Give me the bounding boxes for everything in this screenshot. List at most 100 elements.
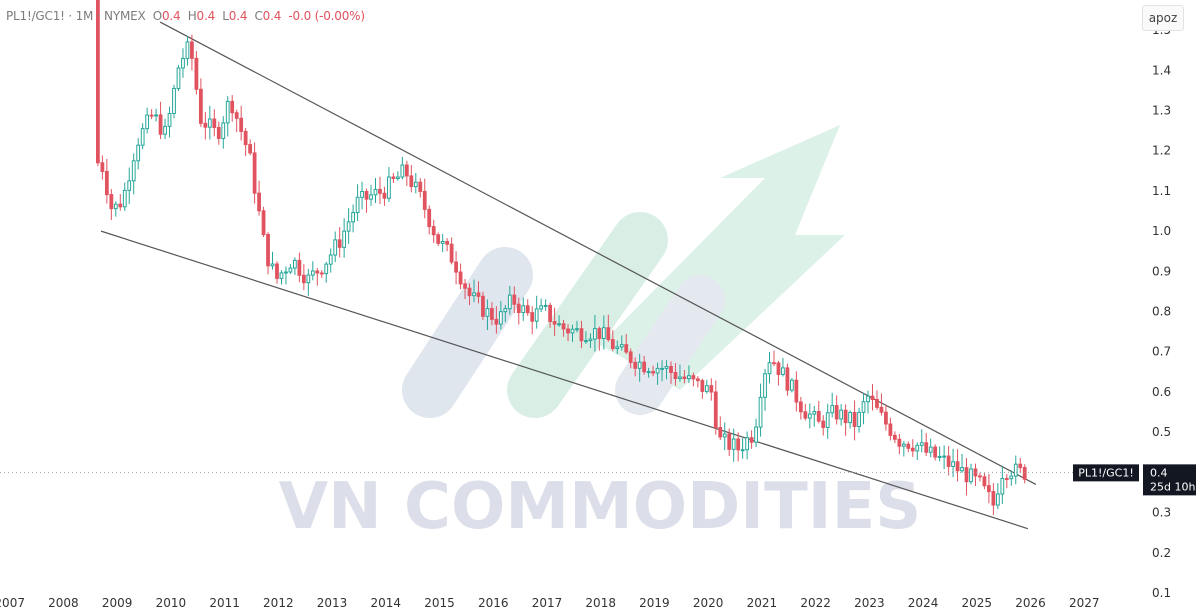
candle[interactable] [516,297,521,325]
candle[interactable] [901,440,906,457]
candle[interactable] [539,298,544,313]
candle[interactable] [355,184,360,222]
candle[interactable] [172,84,176,119]
candle[interactable] [722,422,727,451]
candle[interactable] [194,51,199,95]
candle[interactable] [422,178,427,219]
candle[interactable] [987,473,991,504]
candle[interactable] [225,96,230,137]
candle[interactable] [342,218,347,258]
candle[interactable] [861,392,866,425]
candle[interactable] [816,401,821,424]
candle[interactable] [637,353,642,382]
candle[interactable] [507,285,512,315]
candle[interactable] [776,360,781,386]
candle[interactable] [521,297,526,321]
symbol-label[interactable]: PL1!/GC1! [6,9,65,23]
candle[interactable] [257,180,261,216]
candle[interactable] [575,320,579,333]
candle[interactable] [328,248,333,273]
candle[interactable] [1018,457,1023,474]
candle[interactable] [481,291,485,320]
candle[interactable] [884,404,888,431]
candle[interactable] [875,390,879,410]
candle[interactable] [324,261,329,283]
candle[interactable] [284,266,288,285]
candle[interactable] [248,139,253,156]
candle[interactable] [373,177,378,203]
candle[interactable] [713,380,718,435]
candle[interactable] [360,181,364,210]
candle[interactable] [852,400,857,441]
candle[interactable] [96,0,100,167]
candle[interactable] [548,302,553,328]
candle[interactable] [346,208,351,244]
candle[interactable] [552,307,557,336]
candle[interactable] [825,403,830,439]
candle[interactable] [767,351,772,384]
candle[interactable] [910,439,915,457]
candle[interactable] [691,372,696,387]
candle[interactable] [418,178,423,198]
candle[interactable] [337,227,342,258]
candle[interactable] [270,251,275,270]
candle[interactable] [427,205,432,235]
candle[interactable] [400,156,405,180]
candle[interactable] [154,108,158,122]
trendlines[interactable] [100,21,1037,530]
candle[interactable] [454,251,458,285]
candle[interactable] [485,299,490,330]
candle[interactable] [834,395,839,425]
candle[interactable] [387,167,391,203]
candle[interactable] [530,306,535,335]
candle[interactable] [606,314,611,342]
candle[interactable] [181,48,185,78]
candle[interactable] [848,410,852,429]
candle[interactable] [113,201,118,217]
candle[interactable] [198,78,203,127]
candle[interactable] [619,335,624,351]
candle[interactable] [1000,466,1005,505]
candle[interactable] [293,257,297,275]
candle[interactable] [404,160,409,186]
candle[interactable] [176,64,181,92]
candle[interactable] [149,109,154,120]
candle[interactable] [933,444,938,461]
candle[interactable] [946,446,951,476]
candle[interactable] [794,371,799,412]
interval-label[interactable]: 1M [75,9,94,23]
candle[interactable] [234,109,239,133]
candle[interactable] [378,176,382,204]
candle[interactable] [127,167,132,205]
candle[interactable] [243,127,248,157]
candle[interactable] [964,457,969,496]
candle[interactable] [704,379,709,394]
candle[interactable] [651,365,655,377]
candle[interactable] [122,182,127,211]
candle[interactable] [467,283,472,306]
candle[interactable] [727,428,732,456]
candle[interactable] [687,365,691,384]
candle[interactable] [1022,464,1027,484]
candle[interactable] [924,433,929,457]
candle[interactable] [695,376,700,388]
candle[interactable] [512,286,517,314]
candle[interactable] [642,355,647,375]
candle[interactable] [785,363,790,396]
candle[interactable] [678,364,682,382]
candle[interactable] [951,448,955,478]
candle[interactable] [131,153,136,195]
candlesticks[interactable] [96,0,1027,516]
candle[interactable] [660,360,664,382]
candle[interactable] [463,279,467,300]
candle[interactable] [803,403,808,421]
candle[interactable] [615,340,620,355]
candle[interactable] [498,301,503,330]
candle[interactable] [525,299,530,316]
candle[interactable] [476,281,481,304]
candle[interactable] [109,189,114,221]
candle[interactable] [969,463,973,485]
candle[interactable] [534,295,539,329]
candle[interactable] [610,330,615,352]
candle[interactable] [100,155,105,180]
